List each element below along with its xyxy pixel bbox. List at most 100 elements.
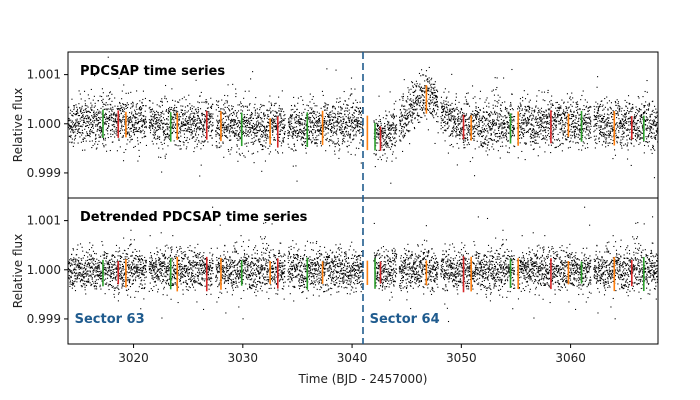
flux-point bbox=[526, 122, 528, 124]
flux-point bbox=[434, 92, 436, 94]
flux-point bbox=[418, 115, 420, 117]
flux-point bbox=[351, 127, 353, 129]
flux-point bbox=[149, 127, 151, 129]
flux-point bbox=[155, 114, 157, 116]
flux-point bbox=[597, 112, 599, 114]
flux-point bbox=[92, 124, 94, 126]
flux-point bbox=[559, 128, 561, 130]
flux-point bbox=[492, 107, 494, 109]
flux-point bbox=[598, 137, 600, 139]
flux-point bbox=[391, 160, 393, 162]
flux-point bbox=[195, 79, 197, 81]
flux-point bbox=[229, 125, 231, 127]
flux-point bbox=[456, 126, 458, 128]
flux-point bbox=[494, 111, 496, 114]
flux-point bbox=[455, 131, 457, 133]
flux-point bbox=[305, 128, 307, 130]
flux-point bbox=[134, 121, 137, 123]
flux-point bbox=[327, 128, 330, 130]
flux-point bbox=[309, 101, 311, 103]
flux-point bbox=[323, 119, 325, 122]
flux-point bbox=[564, 115, 566, 117]
flux-point bbox=[76, 106, 78, 108]
flux-point bbox=[101, 95, 103, 98]
flux-point bbox=[141, 117, 143, 119]
flux-point bbox=[300, 95, 302, 98]
flux-point bbox=[71, 128, 73, 130]
flux-point bbox=[260, 103, 262, 106]
flux-point bbox=[552, 130, 554, 132]
flux-point bbox=[196, 137, 198, 139]
flux-point bbox=[501, 126, 503, 128]
flux-point bbox=[490, 129, 492, 131]
flux-point bbox=[171, 88, 173, 90]
flux-point bbox=[257, 124, 259, 126]
flux-point bbox=[169, 106, 171, 108]
flux-point bbox=[465, 103, 467, 105]
flux-point bbox=[382, 132, 384, 134]
flux-point bbox=[403, 136, 405, 138]
flux-point bbox=[353, 135, 355, 137]
flux-point bbox=[119, 109, 121, 111]
flux-point bbox=[212, 122, 214, 124]
flux-point bbox=[577, 106, 579, 108]
flux-point bbox=[578, 117, 580, 119]
flux-point bbox=[547, 108, 549, 110]
flux-point bbox=[298, 130, 300, 132]
flux-point bbox=[169, 110, 171, 112]
flux-point bbox=[381, 134, 383, 137]
flux-point bbox=[488, 149, 490, 151]
flux-point bbox=[311, 107, 313, 109]
flux-point bbox=[389, 127, 391, 130]
flux-point bbox=[538, 130, 540, 132]
flux-point bbox=[305, 129, 307, 131]
flux-point bbox=[492, 120, 494, 122]
flux-point bbox=[486, 128, 488, 130]
flux-point bbox=[548, 123, 550, 125]
flux-point bbox=[106, 118, 108, 120]
flux-point bbox=[331, 110, 333, 112]
flux-point bbox=[595, 142, 597, 144]
flux-point bbox=[316, 135, 318, 137]
flux-point bbox=[128, 126, 130, 129]
flux-point bbox=[308, 126, 310, 128]
flux-point bbox=[83, 137, 85, 139]
flux-point bbox=[188, 117, 190, 119]
flux-point bbox=[248, 122, 250, 124]
flux-point bbox=[244, 105, 246, 107]
flux-point bbox=[417, 101, 419, 103]
flux-point bbox=[484, 129, 487, 132]
flux-point bbox=[506, 137, 508, 139]
flux-point bbox=[518, 113, 520, 116]
flux-point bbox=[82, 114, 84, 116]
flux-point bbox=[191, 118, 193, 120]
flux-point bbox=[334, 153, 336, 155]
flux-point bbox=[188, 128, 190, 130]
flux-point bbox=[571, 135, 573, 137]
flux-point bbox=[180, 123, 183, 125]
flux-point bbox=[491, 122, 493, 125]
flux-point bbox=[395, 124, 398, 126]
flux-point bbox=[499, 114, 501, 116]
flux-point bbox=[219, 120, 221, 122]
flux-point bbox=[416, 114, 418, 116]
flux-point bbox=[332, 112, 334, 114]
flux-point bbox=[517, 157, 519, 159]
flux-point bbox=[473, 119, 475, 121]
flux-point bbox=[152, 119, 154, 121]
flux-point bbox=[402, 135, 404, 137]
flux-point bbox=[112, 120, 115, 122]
flux-point bbox=[408, 111, 410, 113]
flux-point bbox=[261, 144, 263, 146]
flux-point bbox=[177, 125, 179, 127]
flux-point bbox=[360, 139, 362, 141]
flux-point bbox=[454, 120, 456, 122]
flux-point bbox=[311, 120, 313, 122]
flux-point bbox=[108, 98, 110, 101]
flux-point bbox=[125, 107, 127, 109]
flux-point bbox=[225, 125, 227, 127]
flux-point bbox=[82, 132, 84, 134]
flux-point bbox=[177, 132, 180, 134]
flux-point bbox=[81, 119, 83, 121]
flux-point bbox=[404, 122, 406, 124]
